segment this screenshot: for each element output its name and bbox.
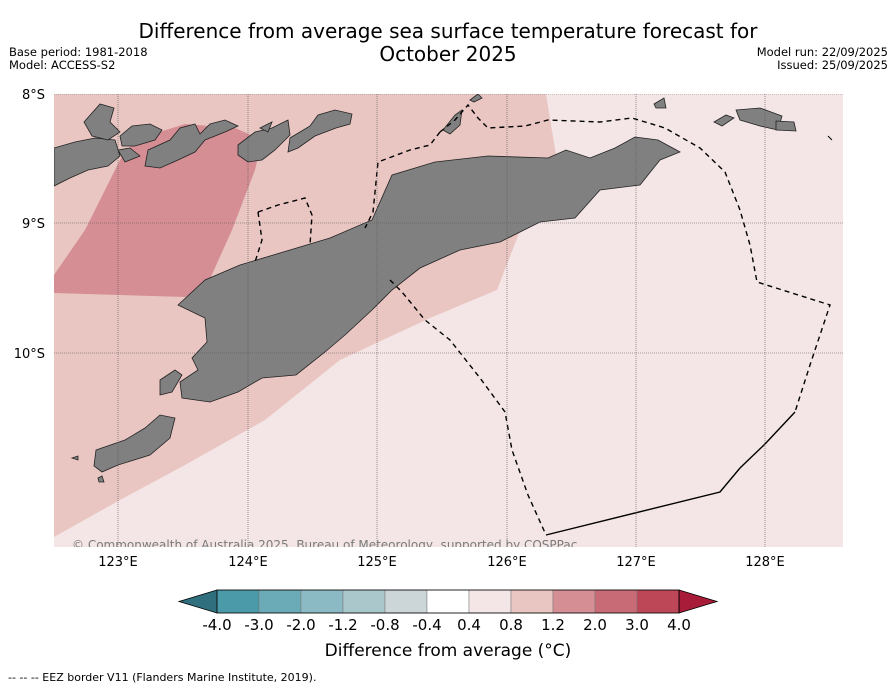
colorbar-tick-label: 3.0 (625, 616, 649, 634)
colorbar-segment (510, 589, 554, 614)
colorbar-segment (636, 589, 680, 614)
meta-left: Base period: 1981-2018 Model: ACCESS-S2 (9, 46, 148, 72)
colorbar-tick-label: -2.0 (286, 616, 315, 634)
colorbar-tick-label: -0.8 (370, 616, 399, 634)
anomaly-band-1.2-2.0 (54, 124, 262, 297)
lon-label-125e: 125°E (357, 555, 397, 570)
sst-anomaly-field: © Commonwealth of Australia 2025, Bureau… (54, 94, 843, 552)
model-run: Model run: 22/09/2025 (756, 45, 888, 59)
colorbar-segment (594, 589, 638, 614)
gridlines (54, 94, 843, 547)
colorbar-segment (258, 589, 302, 614)
land-island-12 (159, 369, 183, 396)
land-island-2 (119, 123, 163, 147)
land-sawu (93, 414, 176, 473)
colorbar-label: Difference from average (°C) (324, 641, 572, 661)
copyright-text: © Commonwealth of Australia 2025, Bureau… (72, 538, 577, 552)
colorbar-tick-label: 2.0 (583, 616, 607, 634)
land-island-1 (83, 103, 121, 141)
lon-labels: 123°E 124°E 125°E 126°E 127°E 128°E (98, 555, 785, 570)
eez-border-4 (254, 211, 263, 263)
colorbar-tick-label: -1.2 (328, 616, 357, 634)
title-line-1: Difference from average sea surface temp… (138, 19, 758, 43)
lat-labels: 8°S 9°S 10°S (14, 88, 45, 362)
lat-label-8s: 8°S (22, 88, 45, 103)
map-title: Difference from average sea surface temp… (0, 20, 896, 66)
title-line-2: October 2025 (379, 42, 517, 66)
eez-border-3 (257, 197, 313, 246)
eez-border-solid (545, 411, 796, 536)
colorbar: -4.0 -3.0 -2.0 -1.2 -0.8 -0.4 0.4 0.8 1.2 2.0 3.0 4… (177, 589, 719, 634)
colorbar-tick-label: 4.0 (667, 616, 691, 634)
colorbar-segment (342, 589, 386, 614)
base-period: Base period: 1981-2018 (9, 45, 148, 59)
colorbar-tick-label: 0.4 (457, 616, 481, 634)
land-island-5 (259, 121, 273, 133)
lon-label-123e: 123°E (98, 555, 138, 570)
land-flores-east (54, 137, 121, 187)
land (54, 94, 797, 483)
eez-footnote: -- -- -- EEZ border V11 (Flanders Marine… (8, 671, 317, 684)
land-island-14 (70, 455, 79, 461)
land-island-3 (117, 147, 141, 163)
colorbar-segment (300, 589, 344, 614)
colorbar-segment (384, 589, 428, 614)
colorbar-tick-label: -0.4 (412, 616, 441, 634)
eez-border-1 (439, 103, 831, 413)
colorbar-outline (216, 589, 680, 614)
colorbar-tick-label: 1.2 (541, 616, 565, 634)
issued-date: Issued: 25/09/2025 (777, 58, 888, 72)
model-name: Model: ACCESS-S2 (9, 58, 116, 72)
colorbar-segment (468, 589, 512, 614)
eez-border-2 (364, 131, 441, 229)
eez-borders (254, 103, 831, 536)
lon-label-128e: 128°E (745, 555, 785, 570)
meta-right: Model run: 22/09/2025 Issued: 25/09/2025 (757, 46, 888, 72)
colorbar-tick-label: -4.0 (202, 616, 231, 634)
colorbar-segment (216, 589, 260, 614)
lat-label-10s: 10°S (14, 347, 45, 362)
land-island-11 (775, 120, 797, 132)
lon-label-127e: 127°E (616, 555, 656, 570)
colorbar-segment (552, 589, 596, 614)
land-island-6 (442, 109, 463, 135)
land-island-7 (469, 94, 483, 103)
land-island-9 (713, 114, 735, 127)
lat-label-9s: 9°S (22, 217, 45, 232)
land-timor (177, 136, 681, 403)
colorbar-extend-high (678, 589, 719, 614)
colorbar-segment (426, 589, 470, 614)
colorbar-extend-low (177, 589, 218, 614)
eez-border-fragment (827, 135, 833, 141)
land-island-13 (97, 475, 105, 483)
eez-border-5 (389, 279, 547, 536)
land-island-8 (653, 97, 667, 109)
lon-label-126e: 126°E (487, 555, 527, 570)
colorbar-tick-label: -3.0 (244, 616, 273, 634)
lon-label-124e: 124°E (228, 555, 268, 570)
colorbar-tick-label: 0.8 (499, 616, 523, 634)
land-wetar (287, 109, 353, 153)
land-alor (144, 119, 239, 169)
